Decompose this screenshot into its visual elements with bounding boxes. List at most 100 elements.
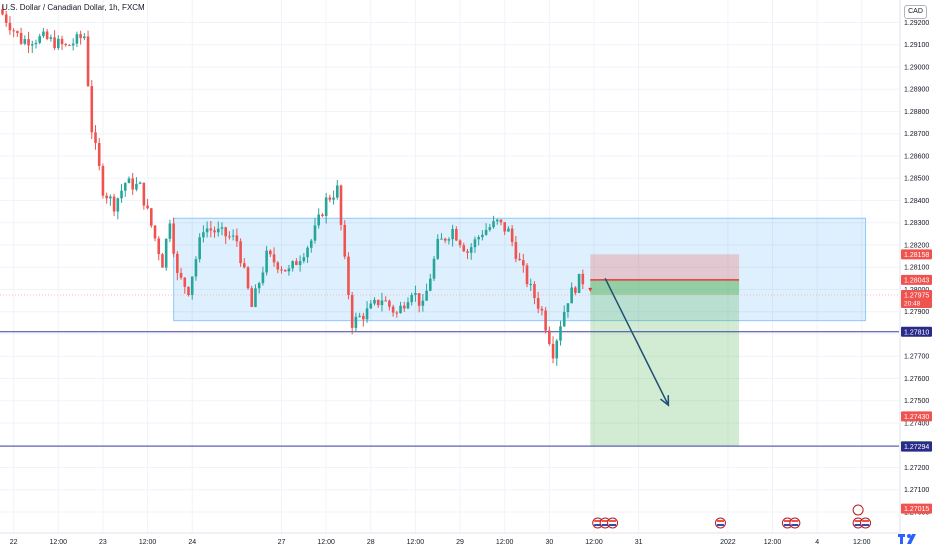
candle-body	[280, 269, 283, 271]
price-axis[interactable]: 1.29200 1.29100 1.29000 1.28900 1.28800 1.287…	[899, 0, 932, 533]
candle	[135, 177, 138, 192]
candle-body	[421, 300, 425, 306]
candle	[205, 221, 209, 238]
candle	[172, 217, 175, 258]
candle	[462, 242, 466, 253]
candle	[235, 228, 239, 247]
candle	[391, 304, 395, 317]
price-tick-label: 1.28900	[904, 87, 929, 94]
candle	[190, 276, 194, 300]
candle-body	[45, 31, 49, 39]
candle-body	[380, 300, 384, 306]
economic-event-flag-icon[interactable]	[860, 517, 872, 529]
candle	[458, 239, 462, 248]
candle	[176, 251, 179, 281]
candle-body	[261, 272, 265, 284]
candle-body	[116, 198, 120, 212]
candle-body	[443, 238, 447, 241]
candle	[168, 219, 172, 243]
time-tick-label: 31	[635, 539, 643, 546]
candle-body	[328, 197, 332, 200]
flag-stripe	[609, 524, 617, 526]
candle	[243, 258, 246, 269]
candle-body	[306, 247, 309, 258]
candle	[499, 219, 503, 226]
candle	[362, 312, 365, 327]
candle-body	[514, 242, 518, 259]
candle-body	[510, 228, 514, 243]
candle	[101, 163, 105, 199]
time-tick-label: 12:00	[50, 539, 68, 546]
candle-body	[257, 283, 261, 289]
time-tick-label: 4	[815, 539, 819, 546]
candle	[272, 247, 276, 267]
candle	[164, 238, 168, 271]
candle-body	[68, 44, 71, 46]
currency-button[interactable]: CAD	[904, 5, 927, 19]
candle-body	[135, 183, 138, 190]
economic-event-flag-icon[interactable]	[714, 517, 726, 529]
trend-arrow-line[interactable]	[604, 278, 670, 406]
candle	[384, 296, 387, 302]
candle-body	[235, 235, 239, 242]
price-label-box	[901, 249, 932, 260]
candle	[544, 307, 547, 334]
candle-body	[536, 298, 540, 309]
economic-event-flag-icon[interactable]	[607, 517, 619, 529]
candle-body	[287, 268, 291, 272]
candle-body	[302, 257, 306, 262]
candle-body	[518, 258, 521, 261]
flag-stripe	[791, 524, 799, 526]
candle	[1, 4, 4, 16]
flag-stripe	[716, 524, 724, 526]
price-tick-label: 1.29100	[904, 42, 929, 49]
candle	[417, 293, 421, 313]
candle	[402, 301, 406, 312]
economic-event-flag-icon[interactable]	[789, 517, 801, 529]
candle	[220, 222, 224, 236]
tradingview-logo-icon	[898, 534, 916, 544]
candle-body	[492, 221, 495, 228]
candle-body	[86, 36, 90, 87]
candle-body	[239, 241, 242, 264]
candle-body	[1, 9, 4, 15]
price-label-countdown: 20:48	[904, 301, 921, 308]
candle	[421, 294, 425, 312]
candle	[276, 261, 280, 274]
price-tick-label: 1.27200	[904, 465, 929, 472]
candle-body	[458, 240, 462, 246]
price-label-text: 1.28158	[904, 252, 929, 259]
candle-body	[8, 22, 12, 31]
canada-event-flag-icon[interactable]	[852, 504, 864, 516]
candle	[443, 237, 447, 244]
candle	[574, 286, 577, 296]
candle-body	[555, 340, 559, 359]
candle	[540, 306, 544, 316]
candle	[228, 231, 231, 240]
candle-body	[83, 36, 86, 39]
candle-body	[231, 235, 235, 237]
candle	[495, 218, 499, 225]
candle-body	[358, 315, 361, 317]
time-axis[interactable]: 22 12:00 23 12:00 24 27 12:00 28 12:00 29 12:00 30 1…	[0, 532, 900, 546]
trend-arrow-head-icon	[660, 395, 670, 407]
candle	[566, 303, 570, 318]
take-profit-zone[interactable]	[590, 279, 740, 447]
candle	[388, 299, 391, 311]
candle-body	[440, 238, 443, 240]
candle	[425, 283, 428, 301]
candle	[287, 264, 291, 276]
stop-loss-zone[interactable]	[590, 254, 740, 280]
candle-body	[224, 227, 227, 237]
candle	[23, 35, 27, 46]
price-label: 1.27294	[901, 441, 932, 452]
symbol-title: U.S. Dollar / Canadian Dollar, 1h, FXCM	[2, 3, 145, 12]
candle	[131, 172, 134, 195]
candle-body	[321, 214, 324, 217]
candle-body	[462, 245, 466, 252]
candle-body	[481, 234, 484, 238]
price-label-text: 1.28043	[904, 277, 929, 284]
candle	[123, 182, 127, 197]
